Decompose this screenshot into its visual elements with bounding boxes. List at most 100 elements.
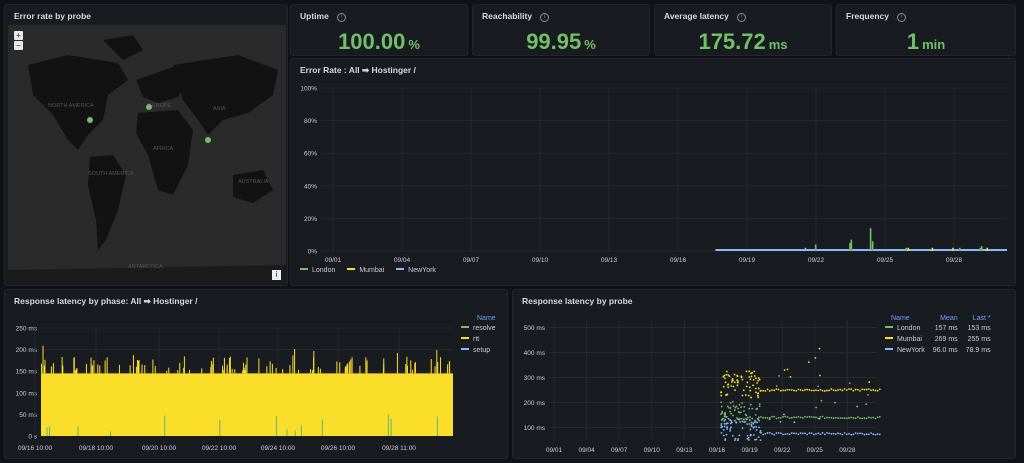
legend-resolve[interactable]: resolve (457, 323, 500, 334)
y-tick-label: 250 ms (16, 326, 38, 333)
resolve-bar (109, 431, 112, 436)
rtt-spike (93, 360, 95, 374)
london-point (786, 416, 789, 418)
newyork-point (758, 426, 760, 429)
legend-mumbai[interactable]: Mumbai (347, 267, 384, 274)
legend-london[interactable]: London (300, 267, 335, 274)
probe-marker-newyork[interactable] (87, 117, 93, 123)
map-label-africa: AFRICA (153, 146, 174, 152)
legend-mean-header[interactable]: Mean (940, 315, 958, 322)
info-icon[interactable]: i (736, 13, 746, 22)
legend-name-header[interactable]: Name (891, 315, 910, 322)
mumbai-point (812, 389, 815, 392)
resolve-bar (46, 427, 48, 436)
map-attribution-button[interactable]: i (272, 270, 281, 280)
africa-shape (136, 110, 193, 195)
newyork-point (786, 432, 789, 435)
mumbai-outlier (786, 368, 789, 371)
error-rate-chart[interactable]: 100% 80% 60% 40% 20% 0% 09/01 09/04 09/07 09/10 09… (291, 81, 1017, 286)
rtt-spike (246, 357, 248, 374)
rtt-spike (434, 366, 436, 374)
info-icon[interactable]: i (336, 13, 346, 22)
mumbai-point (768, 390, 771, 392)
newyork-outlier (819, 388, 822, 391)
world-map[interactable]: NORTH AMERICA EUROPE ASIA AFRICA SOUTH A… (8, 25, 286, 284)
probe-marker-london[interactable] (146, 104, 152, 110)
y-tick-label: 0 s (28, 434, 37, 441)
london-error-bar (871, 241, 874, 251)
mumbai-point (848, 388, 850, 390)
mumbai-point (757, 379, 760, 382)
rtt-spike (62, 365, 64, 374)
resolve-bar (48, 426, 51, 436)
newyork-point (815, 433, 817, 435)
resolve-bar (164, 415, 166, 436)
london-point (729, 407, 732, 409)
newyork-point (749, 428, 752, 431)
mumbai-outlier (807, 361, 810, 364)
rtt-spike (135, 366, 137, 374)
london-point (764, 416, 767, 419)
x-tick-label: 09/13 (601, 257, 618, 264)
latency-probe-chart[interactable]: 500 ms 400 ms 300 ms 200 ms 100 ms 09/01 09/04… (513, 310, 881, 458)
newyork-point (754, 438, 756, 441)
london-point (725, 416, 728, 418)
london-point (788, 417, 791, 419)
mumbai-point (723, 377, 726, 379)
latency-phase-chart[interactable]: 250 ms 200 ms 150 ms 100 ms 50 ms 0 s 09/16 10… (5, 310, 465, 458)
mumbai-point (752, 384, 754, 387)
y-tick-label: 80% (304, 118, 317, 125)
london-point (726, 405, 729, 408)
newyork-point (832, 432, 835, 435)
zoom-in-button[interactable]: + (14, 31, 23, 40)
rtt-spike (348, 361, 350, 374)
london-point (730, 412, 733, 415)
legend-rtt[interactable]: rtt (457, 334, 500, 345)
map-panel: Error rate by probe NORTH AMERICA EUROPE… (4, 4, 288, 286)
newyork-point (755, 429, 758, 431)
newyork-point (848, 432, 850, 435)
rtt-spike (76, 368, 78, 374)
london-point (832, 417, 835, 420)
x-tick-label: 09/01 (546, 447, 563, 454)
london-point (797, 415, 800, 418)
rtt-spike (44, 359, 46, 374)
london-point (746, 423, 749, 425)
mumbai-point (758, 378, 761, 381)
mumbai-point (779, 389, 782, 392)
info-icon[interactable]: i (540, 13, 550, 22)
newyork-point (870, 432, 872, 434)
legend-name-header[interactable]: Name (477, 315, 496, 322)
mumbai-point (720, 394, 723, 397)
resolve-bar (275, 415, 278, 436)
mumbai-point (757, 396, 760, 399)
legend-newyork[interactable]: NewYork (396, 267, 436, 274)
newyork-point (735, 421, 738, 424)
rtt-spike (449, 361, 451, 374)
london-error-bar (869, 228, 872, 251)
x-tick-label: 09/19 (741, 447, 758, 454)
legend-row-london[interactable]: London 157 ms 153 ms (881, 323, 995, 334)
rtt-spike (43, 365, 45, 374)
london-outlier (820, 399, 823, 402)
london-point (728, 406, 730, 409)
zoom-out-button[interactable]: − (14, 41, 23, 50)
london-point (736, 416, 738, 419)
london-point (771, 415, 773, 418)
legend-last-header[interactable]: Last * (972, 315, 991, 322)
rtt-spike (50, 366, 52, 374)
rtt-spike (183, 356, 185, 374)
uptime-title: Uptime (300, 11, 329, 21)
london-point (854, 417, 857, 420)
resolve-bar (286, 429, 288, 436)
newyork-point (865, 433, 868, 436)
info-icon[interactable]: i (897, 13, 906, 22)
legend-row-newyork[interactable]: NewYork 96.0 ms 78.9 ms (881, 345, 995, 356)
newyork-point (743, 421, 746, 424)
legend-setup[interactable]: setup (457, 345, 500, 356)
london-point (731, 400, 734, 403)
mumbai-point (852, 389, 855, 392)
probe-marker-mumbai[interactable] (205, 137, 211, 143)
legend-row-mumbai[interactable]: Mumbai 269 ms 255 ms (881, 334, 995, 345)
x-tick-label: 09/25 (807, 447, 824, 454)
